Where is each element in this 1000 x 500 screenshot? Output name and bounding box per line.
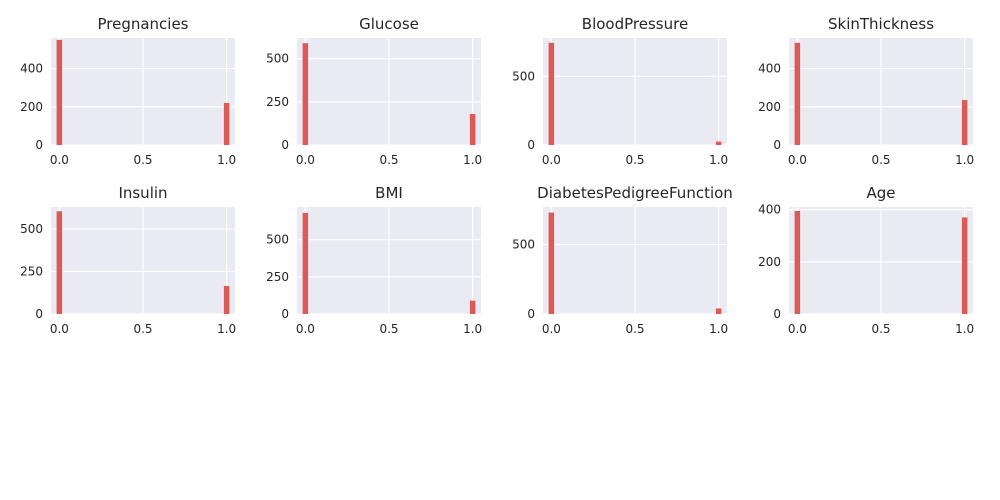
y-tick-label-insulin-1: 250	[20, 265, 43, 279]
y-tick-label-glucose-1: 250	[266, 95, 289, 109]
y-tick-label-pregnancies-1: 200	[20, 100, 43, 114]
y-tick-label-bmi-1: 250	[266, 270, 289, 284]
bar-age-1	[962, 217, 968, 314]
x-tick-label-diabetespedigreefunction-2: 1.0	[709, 322, 728, 336]
bar-bloodpressure-1	[716, 142, 722, 145]
x-tick-label-glucose-1: 0.5	[379, 153, 398, 167]
bar-skinthickness-1	[962, 100, 968, 145]
x-tick-label-bloodpressure-2: 1.0	[709, 153, 728, 167]
x-tick-label-bmi-0: 0.0	[296, 322, 315, 336]
x-tick-label-diabetespedigreefunction-1: 0.5	[625, 322, 644, 336]
y-tick-label-glucose-0: 0	[281, 138, 289, 152]
x-tick-label-insulin-0: 0.0	[50, 322, 69, 336]
y-tick-label-bmi-0: 0	[281, 307, 289, 321]
x-tick-label-pregnancies-2: 1.0	[217, 153, 236, 167]
bar-bmi-0	[303, 213, 309, 314]
panel-title-bmi: BMI	[375, 184, 403, 202]
x-tick-label-bmi-2: 1.0	[463, 322, 482, 336]
bar-bmi-1	[470, 301, 476, 314]
y-tick-label-bloodpressure-1: 500	[512, 69, 535, 83]
y-tick-label-skinthickness-1: 200	[758, 100, 781, 114]
bar-glucose-1	[470, 114, 476, 145]
bar-bloodpressure-0	[549, 43, 555, 145]
y-tick-label-diabetespedigreefunction-1: 500	[512, 238, 535, 252]
y-tick-label-age-0: 0	[773, 307, 781, 321]
x-tick-label-bmi-1: 0.5	[379, 322, 398, 336]
bar-glucose-0	[303, 43, 309, 145]
panel-title-glucose: Glucose	[359, 15, 419, 33]
panel-title-bloodpressure: BloodPressure	[582, 15, 688, 33]
x-tick-label-glucose-0: 0.0	[296, 153, 315, 167]
panel-title-insulin: Insulin	[118, 184, 167, 202]
x-tick-label-diabetespedigreefunction-0: 0.0	[542, 322, 561, 336]
bar-skinthickness-0	[795, 43, 801, 145]
bar-pregnancies-0	[57, 40, 63, 145]
panel-title-age: Age	[866, 184, 895, 202]
bar-diabetespedigreefunction-1	[716, 308, 722, 314]
y-tick-label-insulin-0: 0	[35, 307, 43, 321]
bar-diabetespedigreefunction-0	[549, 213, 555, 314]
panel-title-diabetespedigreefunction: DiabetesPedigreeFunction	[537, 184, 733, 202]
x-tick-label-age-0: 0.0	[788, 322, 807, 336]
x-tick-label-age-2: 1.0	[955, 322, 974, 336]
x-tick-label-skinthickness-1: 0.5	[871, 153, 890, 167]
bar-insulin-0	[57, 211, 63, 314]
x-tick-label-glucose-2: 1.0	[463, 153, 482, 167]
x-tick-label-skinthickness-0: 0.0	[788, 153, 807, 167]
x-tick-label-insulin-1: 0.5	[133, 322, 152, 336]
y-tick-label-pregnancies-2: 400	[20, 62, 43, 76]
y-tick-label-glucose-2: 500	[266, 52, 289, 66]
panel-title-pregnancies: Pregnancies	[97, 15, 188, 33]
bar-age-0	[795, 211, 801, 314]
y-tick-label-age-2: 400	[758, 203, 781, 217]
y-tick-label-skinthickness-0: 0	[773, 138, 781, 152]
x-tick-label-age-1: 0.5	[871, 322, 890, 336]
y-tick-label-skinthickness-2: 400	[758, 62, 781, 76]
bar-pregnancies-1	[224, 103, 230, 145]
y-tick-label-age-1: 200	[758, 255, 781, 269]
x-tick-label-bloodpressure-1: 0.5	[625, 153, 644, 167]
panel-title-skinthickness: SkinThickness	[828, 15, 934, 33]
x-tick-label-skinthickness-2: 1.0	[955, 153, 974, 167]
y-tick-label-diabetespedigreefunction-0: 0	[527, 307, 535, 321]
y-tick-label-bmi-2: 500	[266, 233, 289, 247]
y-tick-label-insulin-2: 500	[20, 222, 43, 236]
y-tick-label-bloodpressure-0: 0	[527, 138, 535, 152]
x-tick-label-insulin-2: 1.0	[217, 322, 236, 336]
x-tick-label-bloodpressure-0: 0.0	[542, 153, 561, 167]
bar-insulin-1	[224, 286, 230, 314]
x-tick-label-pregnancies-1: 0.5	[133, 153, 152, 167]
x-tick-label-pregnancies-0: 0.0	[50, 153, 69, 167]
y-tick-label-pregnancies-0: 0	[35, 138, 43, 152]
